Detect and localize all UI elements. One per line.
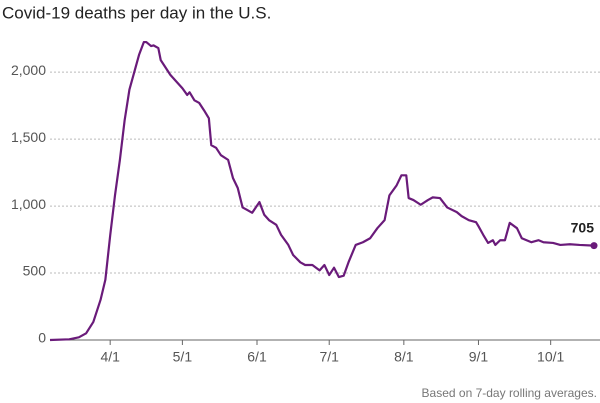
x-tick-label: 7/1 (319, 349, 339, 365)
y-tick-label: 500 (23, 263, 47, 279)
x-tick-label: 6/1 (247, 349, 267, 365)
y-tick-label: 1,500 (11, 129, 46, 145)
x-tick-label: 9/1 (469, 349, 489, 365)
chart-title: Covid-19 deaths per day in the U.S. (2, 3, 271, 22)
y-tick-label: 1,000 (11, 196, 46, 212)
y-tick-label: 0 (38, 330, 46, 346)
x-tick-label: 4/1 (100, 349, 120, 365)
y-tick-label: 2,000 (11, 62, 46, 78)
end-value-label: 705 (571, 219, 595, 235)
data-line (49, 40, 595, 342)
end-point (590, 242, 598, 250)
x-tick-label: 8/1 (394, 349, 414, 365)
x-tick-label: 5/1 (173, 349, 193, 365)
x-tick-label: 10/1 (537, 349, 564, 365)
footnote: Based on 7-day rolling averages. (422, 386, 597, 400)
